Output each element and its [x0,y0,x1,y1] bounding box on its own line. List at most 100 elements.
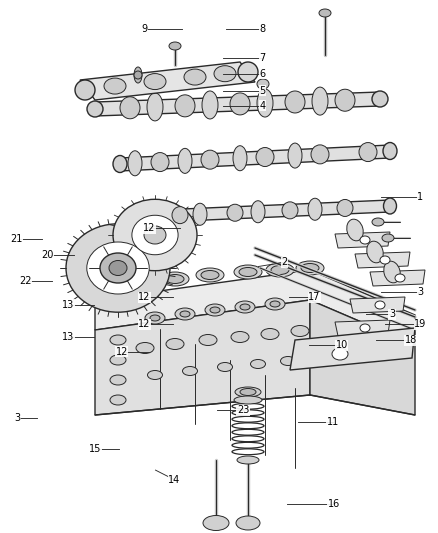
Ellipse shape [104,78,126,94]
Ellipse shape [337,199,353,216]
Text: 8: 8 [260,25,266,34]
Ellipse shape [75,80,95,100]
Polygon shape [95,92,380,116]
Ellipse shape [131,279,149,287]
Ellipse shape [240,389,256,395]
Ellipse shape [382,234,394,242]
Ellipse shape [257,79,269,89]
Text: 18: 18 [405,335,417,345]
Polygon shape [355,252,410,268]
Ellipse shape [335,89,355,111]
Ellipse shape [203,515,229,530]
Ellipse shape [214,66,236,82]
Ellipse shape [183,367,198,376]
Ellipse shape [251,201,265,223]
Ellipse shape [148,370,162,379]
Text: 3: 3 [417,287,424,297]
Ellipse shape [205,304,225,316]
Ellipse shape [280,357,296,366]
Ellipse shape [296,261,324,275]
Ellipse shape [236,516,260,530]
Ellipse shape [270,301,280,307]
Ellipse shape [266,263,294,277]
Ellipse shape [175,95,195,117]
Ellipse shape [332,348,348,360]
Ellipse shape [166,274,184,284]
Polygon shape [370,270,425,286]
Ellipse shape [235,301,255,313]
Ellipse shape [66,224,170,312]
Text: 12: 12 [138,319,151,329]
Ellipse shape [234,396,262,404]
Polygon shape [80,62,255,100]
Polygon shape [95,270,415,345]
Ellipse shape [311,145,329,164]
Ellipse shape [166,338,184,350]
Ellipse shape [87,101,103,117]
Ellipse shape [271,265,289,274]
Ellipse shape [136,343,154,353]
Ellipse shape [291,326,309,336]
Text: 22: 22 [19,277,32,286]
Text: 3: 3 [14,414,21,423]
Polygon shape [95,300,310,415]
Ellipse shape [147,93,163,121]
Ellipse shape [132,215,178,255]
Ellipse shape [367,241,383,263]
Ellipse shape [110,355,126,365]
Text: 15: 15 [89,444,102,454]
Text: 12: 12 [143,223,155,233]
Ellipse shape [239,268,257,277]
Ellipse shape [145,312,165,324]
Polygon shape [120,145,390,171]
Ellipse shape [319,9,331,17]
Text: 6: 6 [260,69,266,78]
Ellipse shape [153,208,166,224]
Ellipse shape [360,236,370,244]
Ellipse shape [178,148,192,173]
Ellipse shape [202,91,218,119]
Ellipse shape [109,261,127,276]
Polygon shape [160,200,390,222]
Text: 10: 10 [336,341,348,350]
Text: 13: 13 [62,300,74,310]
Ellipse shape [380,256,390,264]
Text: 2: 2 [282,257,288,267]
Ellipse shape [144,74,166,90]
Ellipse shape [251,359,265,368]
Ellipse shape [372,218,384,226]
Text: 13: 13 [62,332,74,342]
Ellipse shape [288,143,302,168]
Ellipse shape [383,142,397,159]
Ellipse shape [126,276,154,290]
Ellipse shape [110,375,126,385]
Ellipse shape [359,142,377,161]
Text: 11: 11 [327,417,339,427]
Ellipse shape [384,198,396,214]
Ellipse shape [196,268,224,282]
Ellipse shape [308,198,322,220]
Text: 23: 23 [237,406,249,415]
Ellipse shape [184,69,206,85]
Ellipse shape [172,207,188,224]
Ellipse shape [257,89,273,117]
Ellipse shape [210,307,220,313]
Polygon shape [335,232,390,248]
Polygon shape [335,320,390,336]
Text: 1: 1 [417,192,424,202]
Ellipse shape [347,219,363,241]
Ellipse shape [372,91,388,107]
Text: 9: 9 [141,25,148,34]
Ellipse shape [169,42,181,50]
Ellipse shape [110,395,126,405]
Text: 12: 12 [138,293,151,302]
Ellipse shape [285,91,305,113]
Text: 14: 14 [168,475,180,484]
Text: 7: 7 [260,53,266,62]
Text: 21: 21 [11,234,23,244]
Ellipse shape [265,298,285,310]
Ellipse shape [233,146,247,171]
Ellipse shape [201,271,219,279]
Text: 19: 19 [414,319,427,329]
Ellipse shape [201,150,219,169]
